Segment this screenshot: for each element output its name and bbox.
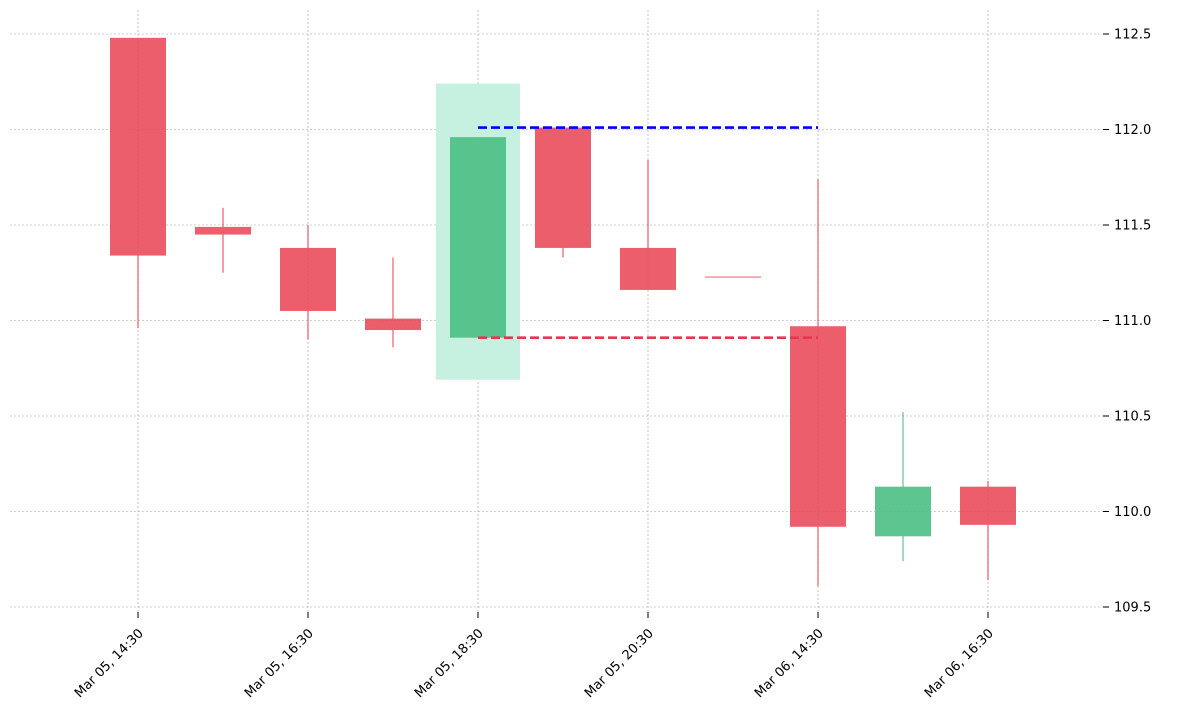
y-tick-label: 110.0 (1114, 505, 1151, 520)
candle (960, 480, 1016, 581)
candle (535, 127, 591, 258)
candle-body (960, 486, 1016, 525)
candle-body (790, 326, 846, 527)
candle-body (195, 226, 251, 235)
y-axis: 109.5 110.0 110.5 111.0 111.5 112.0 112.5 (1103, 28, 1151, 616)
grid (10, 10, 1103, 612)
candle (280, 225, 336, 340)
candle-body (705, 276, 761, 278)
candle (450, 137, 506, 338)
candle (620, 160, 676, 290)
y-tick-label: 112.5 (1114, 28, 1151, 43)
level-lines (478, 126, 818, 339)
y-tick-label: 111.5 (1114, 219, 1151, 234)
candle (110, 37, 166, 329)
x-tick-label: Mar 05, 16:30 (242, 626, 317, 701)
y-tick-label: 111.0 (1114, 314, 1151, 329)
x-axis: Mar 05, 14:30 Mar 05, 16:30 Mar 05, 18:30 M… (72, 612, 997, 701)
x-tick-label: Mar 06, 14:30 (752, 626, 827, 701)
y-tick-label: 112.0 (1114, 123, 1151, 138)
candle-body (110, 37, 166, 256)
x-tick-label: Mar 05, 20:30 (582, 626, 657, 701)
candle (705, 276, 761, 278)
candle-body (365, 318, 421, 331)
candle-body (535, 127, 591, 248)
candle-body (875, 486, 931, 537)
y-tick-label: 109.5 (1114, 601, 1151, 616)
candles (110, 37, 1016, 586)
candle (875, 412, 931, 562)
candle-body (450, 137, 506, 338)
candle (195, 207, 251, 273)
y-tick-label: 110.5 (1114, 410, 1151, 425)
candle (365, 257, 421, 348)
x-tick-label: Mar 05, 18:30 (412, 626, 487, 701)
candle (790, 179, 846, 586)
x-tick-label: Mar 05, 14:30 (72, 626, 147, 701)
candle-body (280, 247, 336, 311)
candle-body (620, 247, 676, 290)
x-tick-label: Mar 06, 16:30 (922, 626, 997, 701)
